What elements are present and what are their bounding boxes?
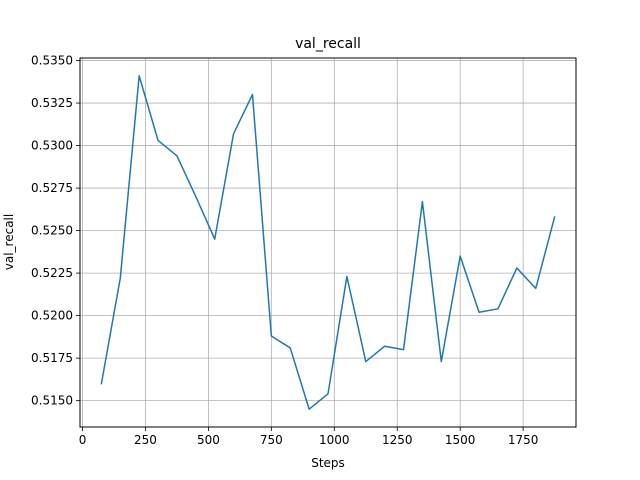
y-tick-label: 0.5150 xyxy=(31,394,73,408)
x-tick-label: 750 xyxy=(260,433,283,447)
x-tick-label: 1750 xyxy=(508,433,539,447)
series-lines xyxy=(100,75,556,410)
x-axis-label: Steps xyxy=(311,456,345,470)
plot-frame xyxy=(79,57,577,428)
y-tick-label: 0.5300 xyxy=(31,139,73,153)
x-tick-label: 1000 xyxy=(319,433,350,447)
series-line xyxy=(100,75,556,410)
x-axis-ticks: 0 250 500 750 1000 1250 1500 1750 xyxy=(79,427,539,447)
y-tick-label: 0.5175 xyxy=(31,351,73,365)
grid-lines xyxy=(80,58,576,427)
x-tick-label: 1500 xyxy=(445,433,476,447)
y-axis-label: val_recall xyxy=(2,214,16,270)
y-tick-label: 0.5200 xyxy=(31,309,73,323)
x-tick-label: 250 xyxy=(134,433,157,447)
y-tick-label: 0.5250 xyxy=(31,224,73,238)
y-tick-label: 0.5325 xyxy=(31,96,73,110)
x-tick-label: 0 xyxy=(79,433,87,447)
x-tick-label: 500 xyxy=(197,433,220,447)
y-axis-ticks: 0.5150 0.5175 0.5200 0.5225 0.5250 0.5275 0.53… xyxy=(31,54,80,408)
y-tick-label: 0.5350 xyxy=(31,54,73,68)
x-tick-label: 1250 xyxy=(382,433,413,447)
y-tick-label: 0.5275 xyxy=(31,181,73,195)
y-tick-label: 0.5225 xyxy=(31,266,73,280)
chart-title: val_recall xyxy=(295,36,361,52)
